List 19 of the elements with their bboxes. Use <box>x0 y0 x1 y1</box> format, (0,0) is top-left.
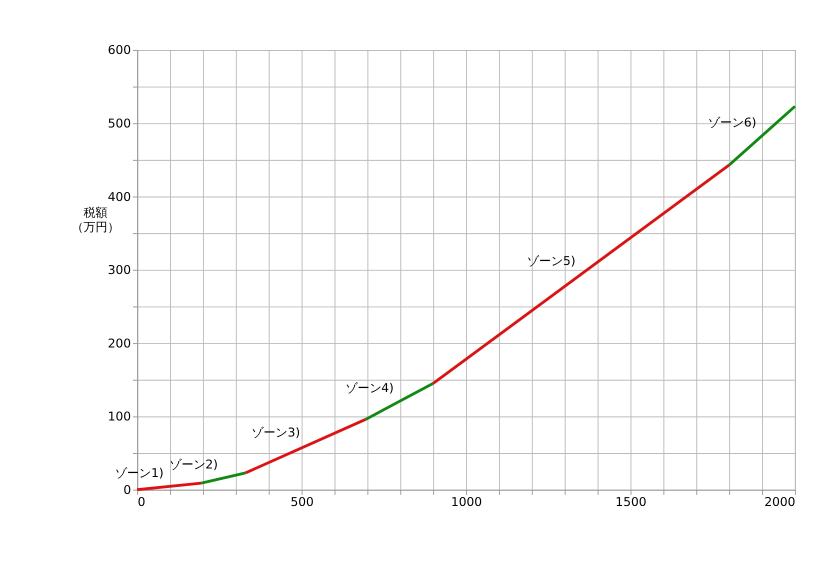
series-label: ゾーン4) <box>345 380 394 395</box>
y-tick-label: 500 <box>108 116 132 130</box>
x-tick-label: 0 <box>138 495 146 510</box>
y-tick-label: 600 <box>108 43 132 58</box>
y-tick-label: 200 <box>108 336 132 350</box>
x-tick-label: 1500 <box>615 495 646 510</box>
y-tick-label: 300 <box>108 263 132 278</box>
x-tick-label: 500 <box>290 495 314 510</box>
series-label: ゾーン3) <box>252 426 300 440</box>
y-tick-label: 400 <box>108 190 132 204</box>
y-tick-label: 100 <box>108 410 132 424</box>
series-label: ゾーン5) <box>526 254 576 268</box>
series-label: ゾーン1) <box>115 466 164 480</box>
series-label: ゾーン2) <box>169 458 218 472</box>
y-axis-title: 税額（万円） <box>71 206 120 234</box>
series-label: ゾーン6) <box>708 115 756 130</box>
y-tick-label: 0 <box>123 482 132 497</box>
x-tick-label: 2000 <box>764 495 796 510</box>
x-tick-label: 1000 <box>451 495 482 510</box>
